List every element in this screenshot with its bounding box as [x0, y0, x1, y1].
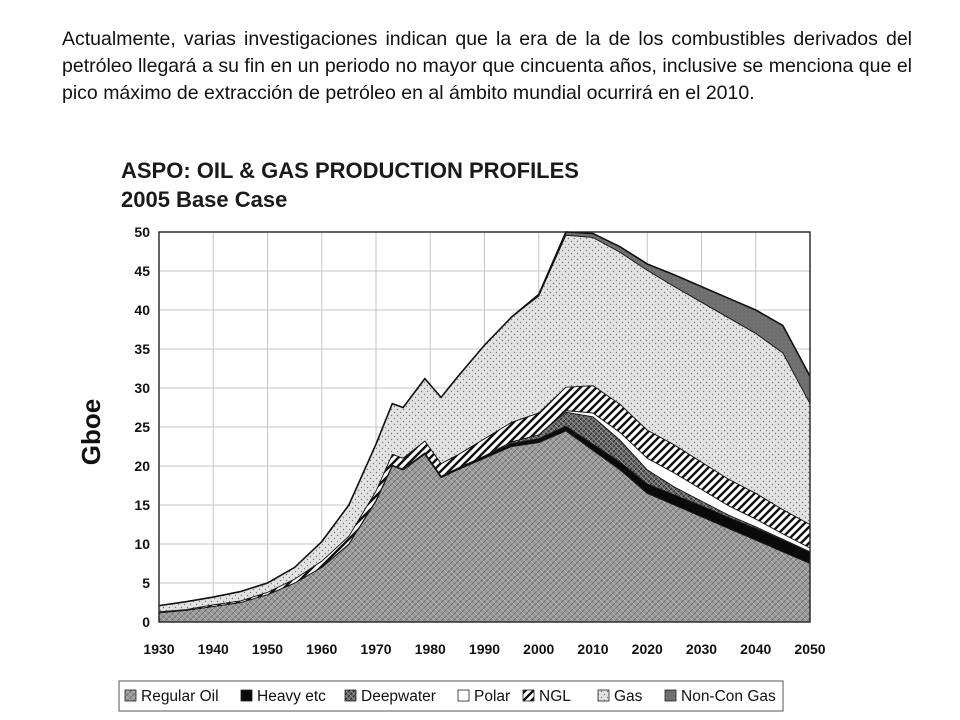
legend: Regular Oil Heavy etc Deepwater Polar NGL Gas… [124, 688, 776, 705]
y-tick-label: 15 [134, 497, 150, 513]
legend-swatch-non-con-gas [664, 689, 677, 702]
y-tick-label: 0 [142, 614, 150, 630]
legend-swatch-gas [597, 689, 610, 702]
x-tick-label: 2020 [632, 641, 663, 657]
x-tick-label: 1950 [252, 641, 283, 657]
legend-label-polar: Polar [474, 688, 510, 705]
y-tick-label: 35 [134, 341, 150, 357]
y-tick-label: 40 [134, 302, 150, 318]
legend-swatch-deepwater [344, 689, 357, 702]
x-tick-label: 2040 [740, 641, 771, 657]
x-tick-label: 2010 [577, 641, 608, 657]
y-tick-label: 25 [134, 419, 150, 435]
legend-label-regular-oil: Regular Oil [141, 688, 219, 705]
y-tick-label: 30 [134, 380, 150, 396]
legend-swatch-polar [457, 689, 470, 702]
y-tick-label: 10 [134, 536, 150, 552]
legend-swatch-regular-oil [124, 689, 137, 702]
x-tick-label: 1980 [415, 641, 446, 657]
legend-label-ngl: NGL [539, 688, 571, 705]
intro-paragraph: Actualmente, varias investigaciones indi… [62, 28, 912, 104]
chart-subtitle: 2005 Base Case [121, 187, 287, 212]
legend-label-deepwater: Deepwater [361, 688, 436, 705]
x-tick-label: 2000 [523, 641, 554, 657]
legend-label-heavy-etc: Heavy etc [257, 688, 326, 705]
y-tick-label: 20 [134, 458, 150, 474]
legend-label-gas: Gas [614, 688, 643, 705]
x-tick-label: 2050 [794, 641, 825, 657]
y-tick-labels: 0 5 10 15 20 25 30 35 40 45 50 [134, 224, 150, 630]
y-tick-label: 5 [142, 575, 150, 591]
x-tick-labels: 1930 1940 1950 1960 1970 1980 1990 2000 2010 2020… [143, 641, 825, 657]
x-tick-label: 1970 [360, 641, 391, 657]
legend-swatch-heavy-etc [240, 689, 253, 702]
y-axis-label: Gboe [76, 399, 106, 465]
legend-label-non-con-gas: Non-Con Gas [681, 688, 776, 705]
total-outline [158, 231, 811, 607]
x-tick-label: 1960 [306, 641, 337, 657]
x-tick-label: 1930 [143, 641, 174, 657]
x-tick-label: 2030 [686, 641, 717, 657]
y-tick-label: 45 [134, 263, 150, 279]
y-tick-label: 50 [134, 224, 150, 240]
x-tick-label: 1990 [469, 641, 500, 657]
x-tick-label: 1940 [198, 641, 229, 657]
chart-title: ASPO: OIL & GAS PRODUCTION PROFILES [121, 158, 579, 183]
plot-frame [158, 231, 811, 623]
legend-swatch-ngl [522, 689, 535, 702]
